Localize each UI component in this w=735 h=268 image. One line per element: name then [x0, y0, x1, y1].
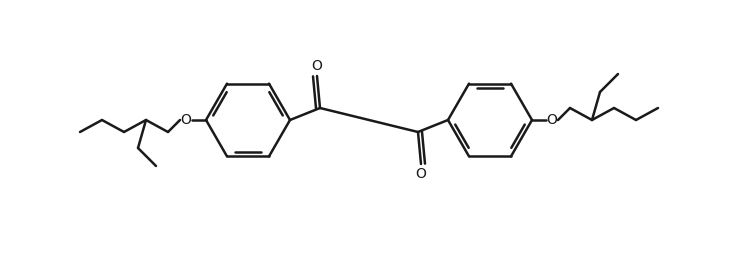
Text: O: O [547, 113, 557, 127]
Text: O: O [415, 167, 426, 181]
Text: O: O [181, 113, 191, 127]
Text: O: O [312, 59, 323, 73]
